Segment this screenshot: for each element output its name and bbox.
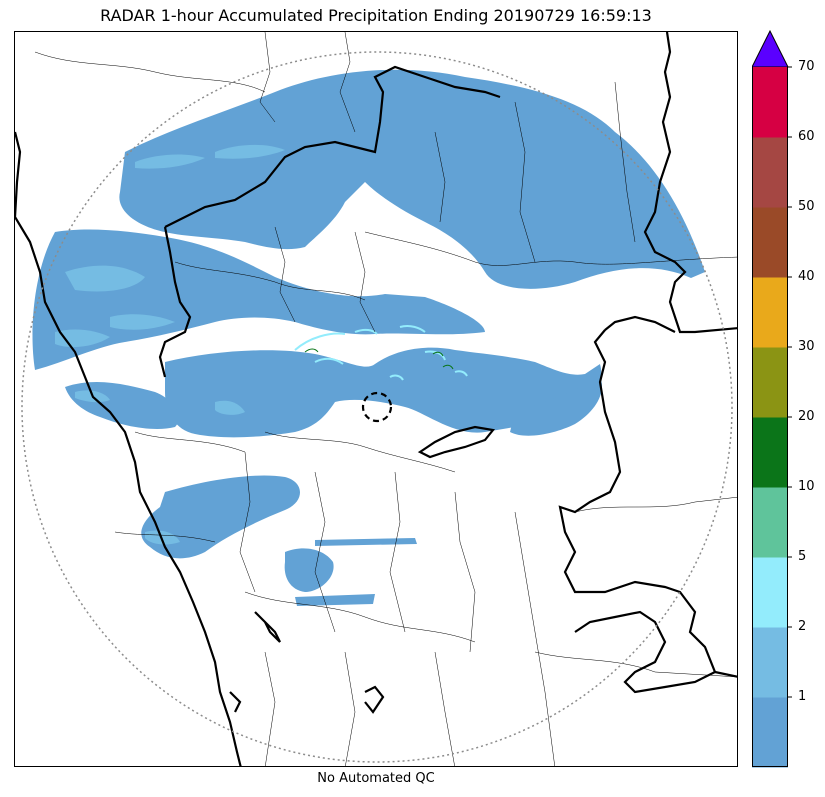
- karnataka-border-west: [158, 226, 192, 378]
- rain-area-east: [510, 377, 603, 436]
- border-small-3: [229, 691, 242, 713]
- colorbar-tick-label: 10: [798, 479, 815, 494]
- colorbar-bin-40: [752, 277, 788, 348]
- colorbar-graphic: [752, 30, 792, 768]
- rain-area-coast: [65, 382, 179, 429]
- colorbar-bin-20: [752, 417, 788, 488]
- cyan-rain-layer: [294, 324, 468, 381]
- border-south-east: [574, 610, 716, 694]
- admin-boundaries: [34, 32, 737, 766]
- radar-range-ring: [21, 51, 733, 763]
- border-south-small: [254, 611, 281, 643]
- colorbar-tick-label: 40: [798, 269, 815, 284]
- colorbar-bin-1: [752, 697, 788, 768]
- rain-area-south-small: [284, 548, 334, 592]
- rain-area-south: [141, 475, 300, 559]
- radar-map-canvas: [15, 32, 737, 766]
- radar-map[interactable]: [14, 31, 738, 767]
- precipitation-layer: [32, 69, 706, 606]
- colorbar-bin-30: [752, 347, 788, 418]
- rain-area-north: [119, 69, 706, 289]
- colorbar-bin-2: [752, 627, 788, 698]
- rain-area-central: [165, 347, 602, 438]
- colorbar-bin-50: [752, 207, 788, 278]
- colorbar-tick-label: 70: [798, 59, 815, 74]
- radar-site-marker: [361, 391, 393, 423]
- colorbar-frame: [752, 67, 788, 767]
- rain-area-west: [32, 229, 486, 370]
- karnataka-border-north: [164, 65, 501, 228]
- west-coastline: [15, 131, 242, 766]
- colorbar-bin-5: [752, 557, 788, 628]
- colorbar-bin-60: [752, 137, 788, 208]
- colorbar-tick-label: 1: [798, 689, 807, 704]
- colorbar-tick-label: 2: [798, 619, 807, 634]
- colorbar-bin-70: [752, 67, 788, 138]
- colorbar-tick-label: 5: [798, 549, 807, 564]
- east-border: [643, 32, 737, 334]
- colorbar-extend-arrow: [752, 30, 789, 68]
- colorbar-tick-label: 60: [798, 129, 815, 144]
- colorbar-bin-10: [752, 487, 788, 558]
- moderate-rain-layer: [304, 348, 454, 370]
- border-notch: [417, 425, 496, 459]
- coastline: [15, 32, 737, 766]
- colorbar-tick-label: 30: [798, 339, 815, 354]
- rain-area-south-bits: [295, 594, 375, 606]
- colorbar-tick-label: 20: [798, 409, 815, 424]
- colorbar: [752, 30, 792, 770]
- colorbar-tick-label: 50: [798, 199, 815, 214]
- rain-area-south-strip: [315, 538, 417, 546]
- border-south-small-2: [364, 685, 385, 714]
- andhra-border: [558, 315, 737, 678]
- qc-note: No Automated QC: [317, 771, 435, 786]
- map-title: RADAR 1-hour Accumulated Precipitation E…: [100, 6, 652, 25]
